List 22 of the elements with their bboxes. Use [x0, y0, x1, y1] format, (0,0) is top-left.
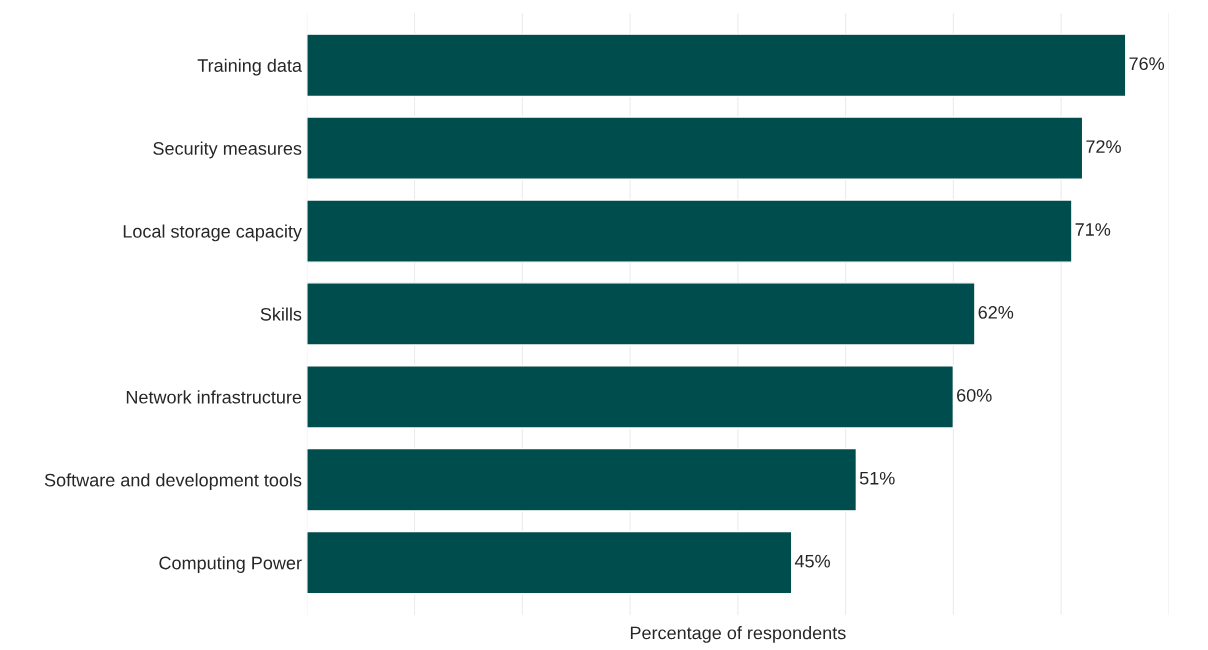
data-label: 71% — [1075, 223, 1111, 236]
bar — [306, 282, 976, 346]
bar — [306, 33, 1127, 98]
x-axis-title: Percentage of respondents — [630, 626, 846, 643]
data-label: 51% — [859, 471, 895, 485]
data-label: 76% — [1129, 57, 1165, 71]
y-tick-label: Training data — [197, 58, 302, 76]
y-tick-label: Security measures — [153, 141, 302, 159]
y-tick-label: Software and development tools — [44, 473, 302, 491]
data-label: 72% — [1086, 140, 1121, 153]
bar — [306, 199, 1073, 263]
y-tick-label: Network infrastructure — [126, 390, 302, 404]
data-label: 62% — [978, 306, 1014, 319]
data-label: 60% — [957, 388, 992, 402]
bar — [306, 447, 858, 512]
y-tick-label: Local storage capacity — [123, 224, 302, 242]
data-label: 45% — [794, 554, 830, 568]
bar — [306, 530, 793, 595]
bar — [306, 116, 1084, 180]
y-tick-label: Computing Power — [159, 556, 302, 573]
bar — [306, 365, 955, 429]
y-tick-label: Skills — [260, 307, 302, 321]
